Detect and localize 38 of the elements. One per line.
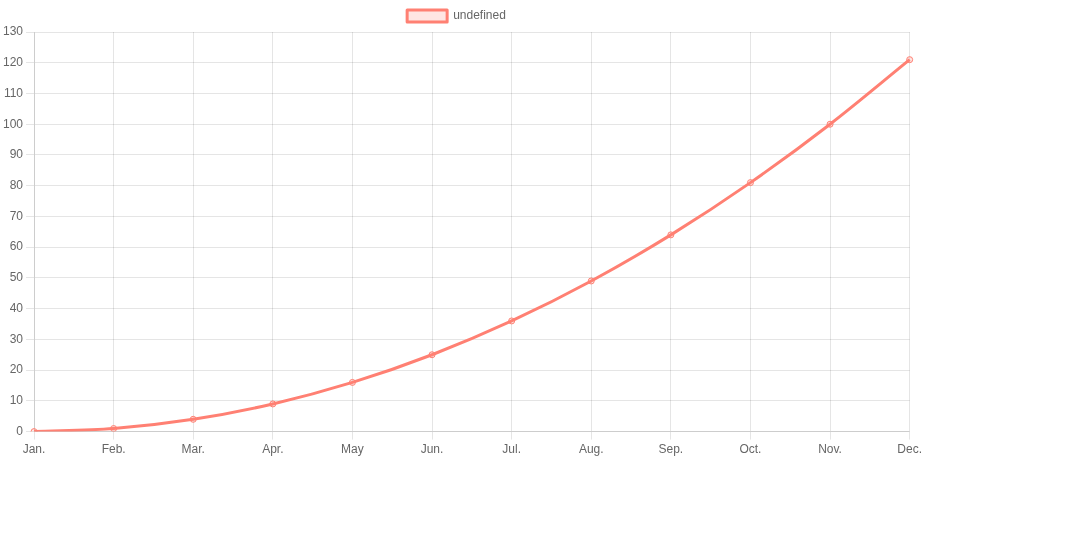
y-tick-label: 50 bbox=[9, 270, 24, 285]
point bbox=[189, 415, 197, 423]
y-tick-label: 60 bbox=[9, 239, 24, 254]
point bbox=[428, 351, 436, 359]
x-tick-label: Nov. bbox=[818, 442, 842, 457]
y-tick-label: 40 bbox=[9, 300, 24, 315]
y-tick-label: 80 bbox=[9, 178, 24, 192]
x-tick-label: Jan. bbox=[22, 442, 46, 457]
point bbox=[587, 277, 595, 285]
point bbox=[906, 56, 914, 64]
x-tick-label: Oct. bbox=[739, 442, 762, 457]
y-tick-label: 100 bbox=[2, 116, 24, 131]
y-tick-label: 120 bbox=[2, 55, 24, 70]
legend-label: undefined bbox=[453, 8, 506, 23]
point bbox=[667, 231, 675, 239]
x-tick-label: Sep. bbox=[658, 442, 684, 457]
point bbox=[348, 378, 356, 386]
y-tick-label: 90 bbox=[9, 147, 24, 162]
x-tick-label: Dec. bbox=[897, 442, 923, 457]
point bbox=[269, 400, 277, 408]
x-tick-label: May bbox=[341, 442, 364, 457]
x-tick-label: Jul. bbox=[502, 442, 521, 457]
y-tick-label: 130 bbox=[2, 24, 24, 39]
y-tick-label: 0 bbox=[16, 423, 24, 438]
y-tick-label: 20 bbox=[9, 362, 24, 377]
y-tick-label: 110 bbox=[3, 85, 24, 100]
x-tick-label: Mar. bbox=[181, 442, 205, 457]
point bbox=[508, 317, 516, 325]
y-tick-label: 30 bbox=[9, 331, 24, 346]
x-tick-label: Aug. bbox=[578, 442, 604, 457]
point bbox=[110, 425, 118, 432]
y-tick-label: 70 bbox=[9, 208, 24, 223]
point bbox=[746, 179, 754, 187]
point bbox=[826, 120, 834, 128]
y-tick-label: 10 bbox=[9, 393, 24, 408]
x-tick-label: Jun. bbox=[420, 442, 444, 457]
x-tick-label: Apr. bbox=[262, 442, 284, 457]
x-tick-label: Feb. bbox=[101, 442, 126, 457]
